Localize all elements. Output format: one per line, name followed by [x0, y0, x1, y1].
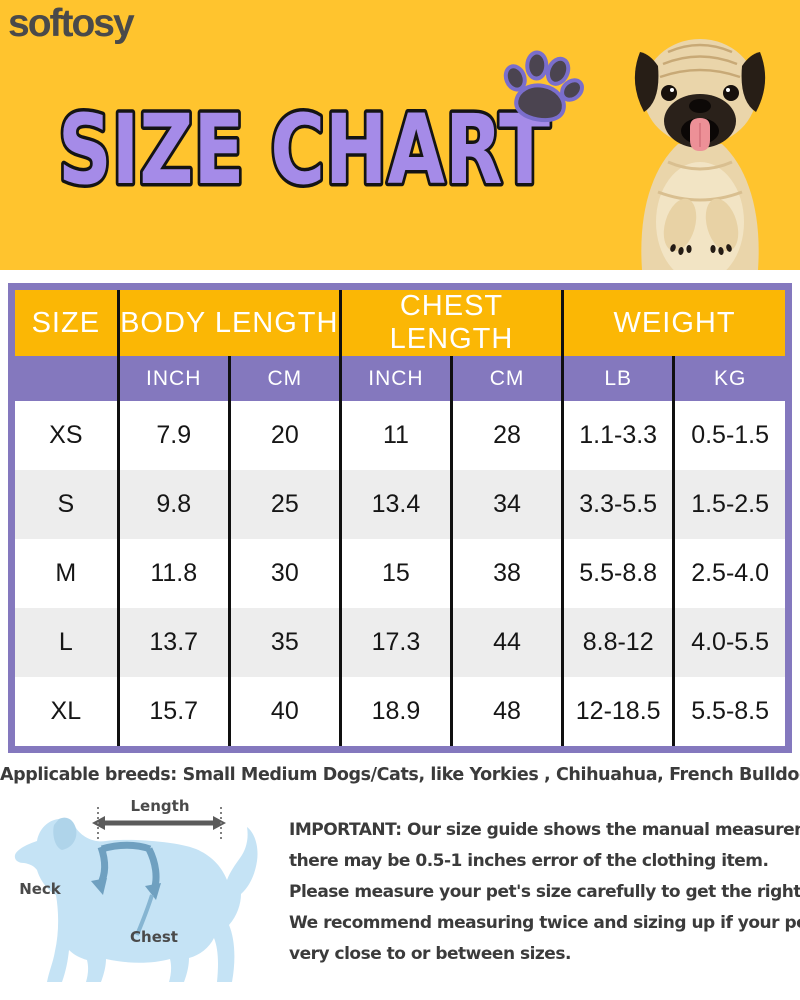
cell: 20	[229, 401, 342, 470]
subheader-lb: LB	[562, 356, 676, 401]
important-line: there may be 0.5-1 inches error of the c…	[289, 851, 769, 871]
table-header-row: SIZE BODY LENGTH CHEST LENGTH WEIGHT	[15, 290, 785, 356]
cell: 1.1-3.3	[562, 401, 676, 470]
cell: 35	[229, 608, 342, 677]
banner: softosy SIZE CHART	[0, 0, 800, 270]
table-row-m: M 11.8 30 15 38 5.5-8.8 2.5-4.0	[15, 539, 785, 608]
table-row-xs: XS 7.9 20 11 28 1.1-3.3 0.5-1.5	[15, 401, 785, 470]
cell: 9.8	[118, 470, 231, 539]
cell: XL	[15, 677, 120, 746]
table-row-xl: XL 15.7 40 18.9 48 12-18.5 5.5-8.5	[15, 677, 785, 746]
header-body-length: BODY LENGTH	[118, 290, 342, 356]
cell: 15.7	[118, 677, 231, 746]
page-title-wrap: SIZE CHART	[52, 90, 557, 213]
cell: 5.5-8.5	[673, 677, 785, 746]
page-title: SIZE CHART	[58, 94, 550, 206]
cell: 38	[451, 539, 565, 608]
cell: 17.3	[340, 608, 454, 677]
cell: 0.5-1.5	[673, 401, 785, 470]
cell: 2.5-4.0	[673, 539, 785, 608]
table-subheader-row: INCH CM INCH CM LB KG	[15, 356, 785, 401]
cell: 5.5-8.8	[562, 539, 676, 608]
cell: 44	[451, 608, 565, 677]
header-size: SIZE	[15, 290, 120, 356]
cell: 11.8	[118, 539, 231, 608]
length-label: Length	[131, 797, 190, 815]
cell: 4.0-5.5	[673, 608, 785, 677]
cell: 13.7	[118, 608, 231, 677]
measurement-diagram: Length Neck Chest	[4, 787, 279, 997]
subheader-inch: INCH	[118, 356, 231, 401]
cell: 12-18.5	[562, 677, 676, 746]
size-chart-frame: SIZE BODY LENGTH CHEST LENGTH WEIGHT INC…	[8, 283, 792, 753]
cell: 8.8-12	[562, 608, 676, 677]
cell: 25	[229, 470, 342, 539]
subheader-cm: CM	[229, 356, 342, 401]
table-row-s: S 9.8 25 13.4 34 3.3-5.5 1.5-2.5	[15, 470, 785, 539]
size-chart-table: SIZE BODY LENGTH CHEST LENGTH WEIGHT INC…	[15, 290, 785, 746]
cell: 34	[451, 470, 565, 539]
subheader-inch: INCH	[340, 356, 454, 401]
important-line: very close to or between sizes.	[289, 944, 571, 964]
page-title-art: SIZE CHART	[55, 91, 554, 210]
subheader-cm: CM	[451, 356, 565, 401]
breeds-note: Applicable breeds: Small Medium Dogs/Cat…	[0, 765, 800, 785]
cell: 40	[229, 677, 342, 746]
cell: XS	[15, 401, 120, 470]
header-chest-length: CHEST LENGTH	[340, 290, 565, 356]
pug-photo-illustration	[600, 0, 800, 270]
cell: 7.9	[118, 401, 231, 470]
cell: 28	[451, 401, 565, 470]
table-row-l: L 13.7 35 17.3 44 8.8-12 4.0-5.5	[15, 608, 785, 677]
subheader-empty	[15, 356, 120, 401]
cell: 30	[229, 539, 342, 608]
cell: 18.9	[340, 677, 454, 746]
neck-label: Neck	[19, 880, 62, 898]
important-note: IMPORTANT: Our size guide shows the manu…	[279, 787, 800, 970]
brand-logo: softosy	[8, 2, 135, 45]
cell: 1.5-2.5	[673, 470, 785, 539]
cell: M	[15, 539, 120, 608]
header-weight: WEIGHT	[562, 290, 785, 356]
cell: 13.4	[340, 470, 454, 539]
cell: 48	[451, 677, 565, 746]
cell: 11	[340, 401, 454, 470]
paw-print-icon	[498, 36, 590, 133]
cell: 3.3-5.5	[562, 470, 676, 539]
cell: 15	[340, 539, 454, 608]
important-line: IMPORTANT: Our size guide shows the manu…	[289, 820, 800, 840]
important-line: Please measure your pet's size carefully…	[289, 882, 800, 902]
important-line: We recommend measuring twice and sizing …	[289, 913, 800, 933]
chest-label: Chest	[130, 928, 178, 946]
bottom-section: Length Neck Chest IMPORTANT: Our size gu…	[0, 785, 800, 997]
cell: S	[15, 470, 120, 539]
subheader-kg: KG	[673, 356, 785, 401]
cell: L	[15, 608, 120, 677]
